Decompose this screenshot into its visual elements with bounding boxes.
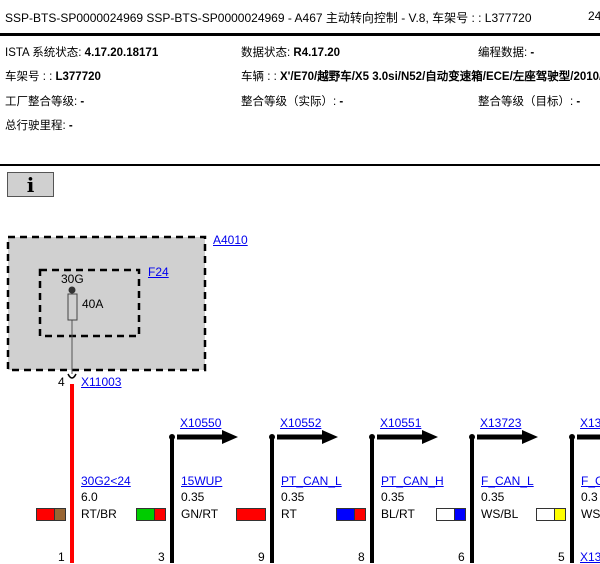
- pin-number: 5: [558, 550, 565, 564]
- fuse-symbol: [67, 293, 78, 321]
- terminal-dot: [68, 286, 76, 294]
- signal-link[interactable]: 15WUP: [181, 474, 223, 488]
- connector-link[interactable]: X13: [580, 550, 600, 564]
- page-number: 24: [588, 9, 600, 23]
- signal-link[interactable]: PT_CAN_H: [381, 474, 444, 488]
- info-label: 工厂整合等级:: [5, 96, 81, 108]
- pin-number: 6: [458, 550, 465, 564]
- fuse-rating: 40A: [82, 297, 104, 311]
- info-label: ISTA 系统状态:: [5, 47, 85, 59]
- wire-color-code: GN/RT: [181, 507, 219, 521]
- module-pin: 4: [58, 375, 65, 389]
- info-field: 整合等级（目标）: -: [478, 93, 580, 109]
- connector-pin-icon: [67, 373, 77, 379]
- splice-dot: [569, 434, 575, 440]
- info-label: 数据状态:: [241, 47, 294, 59]
- wire-color-code: WS/BL: [481, 507, 519, 521]
- info-value: -: [530, 47, 535, 59]
- wire-color-swatch: [136, 508, 166, 521]
- connector-link[interactable]: X13: [580, 416, 600, 430]
- wire-size: 0.3: [581, 490, 598, 504]
- info-field: 数据状态: R4.17.20: [241, 44, 340, 60]
- wire-color-code: WS: [581, 507, 600, 521]
- wire-size: 0.35: [481, 490, 505, 504]
- splice-dot: [269, 434, 275, 440]
- info-label: 车架号 : :: [5, 71, 56, 83]
- signal-link[interactable]: F_CAN_L: [481, 474, 534, 488]
- splice-dot: [369, 434, 375, 440]
- wire-color-code: BL/RT: [381, 507, 415, 521]
- info-field: 整合等级（实际）: -: [241, 93, 343, 109]
- info-button[interactable]: i: [7, 172, 54, 197]
- arrow-head-icon: [222, 430, 238, 444]
- module-connector-link[interactable]: X11003: [81, 375, 122, 389]
- info-label: 整合等级（实际）:: [241, 96, 340, 108]
- connector-link[interactable]: X10551: [380, 416, 422, 430]
- module-link[interactable]: A4010: [213, 233, 248, 247]
- info-value: X'/E70/越野车/X5 3.0si/N52/自动变速箱/ECE/左座驾驶型/…: [279, 71, 600, 83]
- wire-size: 0.35: [381, 490, 405, 504]
- wire-color-code: RT: [281, 507, 297, 521]
- fuse-terminal: 30G: [61, 272, 84, 286]
- pin-number: 1: [58, 550, 65, 564]
- info-value: -: [576, 96, 581, 108]
- info-value: -: [80, 96, 85, 108]
- info-field: 车辆 : : X'/E70/越野车/X5 3.0si/N52/自动变速箱/ECE…: [241, 68, 600, 84]
- wire-color-code: RT/BR: [81, 507, 117, 521]
- wire-size: 0.35: [281, 490, 305, 504]
- info-icon: i: [26, 173, 35, 197]
- info-divider: [0, 164, 600, 166]
- pin-number: 9: [258, 550, 265, 564]
- header-divider: [0, 33, 600, 36]
- wire-color-swatch: [436, 508, 466, 521]
- info-value: R4.17.20: [293, 47, 341, 59]
- splice-dot: [169, 434, 175, 440]
- info-label: 车辆 : :: [241, 71, 280, 83]
- info-field: ISTA 系统状态: 4.17.20.18171: [5, 44, 158, 60]
- info-label: 总行驶里程:: [5, 120, 69, 132]
- signal-link[interactable]: 30G2<24: [81, 474, 131, 488]
- fuse-box: [38, 268, 141, 338]
- info-value: -: [339, 96, 344, 108]
- fuse-link[interactable]: F24: [148, 265, 169, 279]
- arrow-head-icon: [522, 430, 538, 444]
- pin-number: 3: [158, 550, 165, 564]
- signal-link[interactable]: F_C: [581, 474, 600, 488]
- wire-color-swatch: [336, 508, 366, 521]
- arrow-head-icon: [422, 430, 438, 444]
- pin-number: 8: [358, 550, 365, 564]
- module-box: [6, 235, 207, 372]
- wire-color-swatch: [236, 508, 266, 521]
- info-field: 工厂整合等级: -: [5, 93, 84, 109]
- info-value: 4.17.20.18171: [84, 47, 159, 59]
- info-value: -: [68, 120, 73, 132]
- info-label: 整合等级（目标）:: [478, 96, 577, 108]
- wire-color-swatch: [36, 508, 66, 521]
- connector-link[interactable]: X10550: [180, 416, 222, 430]
- info-field: 编程数据: -: [478, 44, 534, 60]
- connector-link[interactable]: X10552: [280, 416, 322, 430]
- wire-color-swatch: [536, 508, 566, 521]
- splice-dot: [469, 434, 475, 440]
- signal-link[interactable]: PT_CAN_L: [281, 474, 342, 488]
- connector-link[interactable]: X13723: [480, 416, 522, 430]
- arrow-head-icon: [322, 430, 338, 444]
- info-label: 编程数据:: [478, 47, 531, 59]
- document-title: SSP-BTS-SP0000024969 SSP-BTS-SP000002496…: [5, 11, 532, 25]
- wire-size: 6.0: [81, 490, 98, 504]
- info-value: L377720: [55, 71, 101, 83]
- info-field: 车架号 : : L377720: [5, 68, 101, 84]
- wire-size: 0.35: [181, 490, 205, 504]
- info-field: 总行驶里程: -: [5, 117, 73, 133]
